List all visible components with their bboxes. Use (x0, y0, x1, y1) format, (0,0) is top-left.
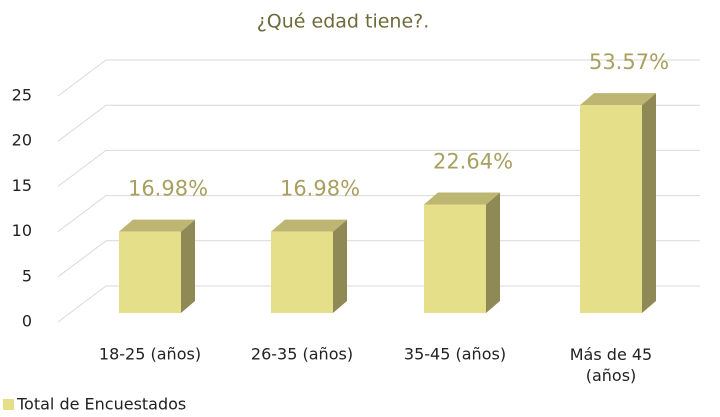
data-label: 16.98% (280, 177, 360, 201)
grid-line (57, 149, 700, 187)
chart-title: ¿Qué edad tiene?. (257, 11, 430, 33)
bar-top (580, 93, 656, 106)
grid-line (57, 285, 700, 323)
y-tick-label: 15 (12, 176, 32, 195)
bar-top (424, 192, 500, 205)
bar (580, 93, 656, 313)
x-tick-label-line: (años) (586, 366, 637, 385)
x-tick-label: 18-25 (años) (99, 345, 201, 364)
x-tick-label: 35-45 (años) (404, 345, 506, 364)
bar (119, 219, 195, 313)
x-tick-label: 26-35 (años) (251, 345, 353, 364)
bar (424, 192, 500, 313)
data-label: 16.98% (128, 177, 208, 201)
y-tick-label: 5 (22, 266, 32, 285)
bar-side (333, 219, 347, 313)
x-tick-label: Más de 45 (años) (570, 345, 652, 385)
legend-label: Total de Encuestados (16, 395, 186, 414)
y-tick-label: 20 (12, 131, 32, 150)
bar-top (271, 219, 347, 232)
bar-side (642, 93, 656, 313)
bar-top (119, 219, 195, 232)
x-tick-label-line: Más de 45 (570, 345, 652, 364)
bar-side (181, 219, 195, 313)
bar-front (271, 231, 333, 313)
grid-line (57, 59, 700, 97)
bar-side (486, 192, 500, 313)
bar-front (119, 231, 181, 313)
bar-front (424, 204, 486, 313)
legend-swatch (3, 399, 14, 410)
data-label: 53.57% (589, 50, 669, 74)
grid-line (57, 195, 700, 232)
data-label: 22.64% (433, 150, 513, 174)
bar-front (580, 105, 642, 313)
y-tick-label: 10 (12, 221, 32, 240)
y-tick-label: 25 (12, 86, 32, 105)
grid-line (57, 240, 700, 278)
y-tick-label: 0 (22, 312, 32, 331)
grid-line (57, 104, 700, 142)
bar (271, 219, 347, 313)
